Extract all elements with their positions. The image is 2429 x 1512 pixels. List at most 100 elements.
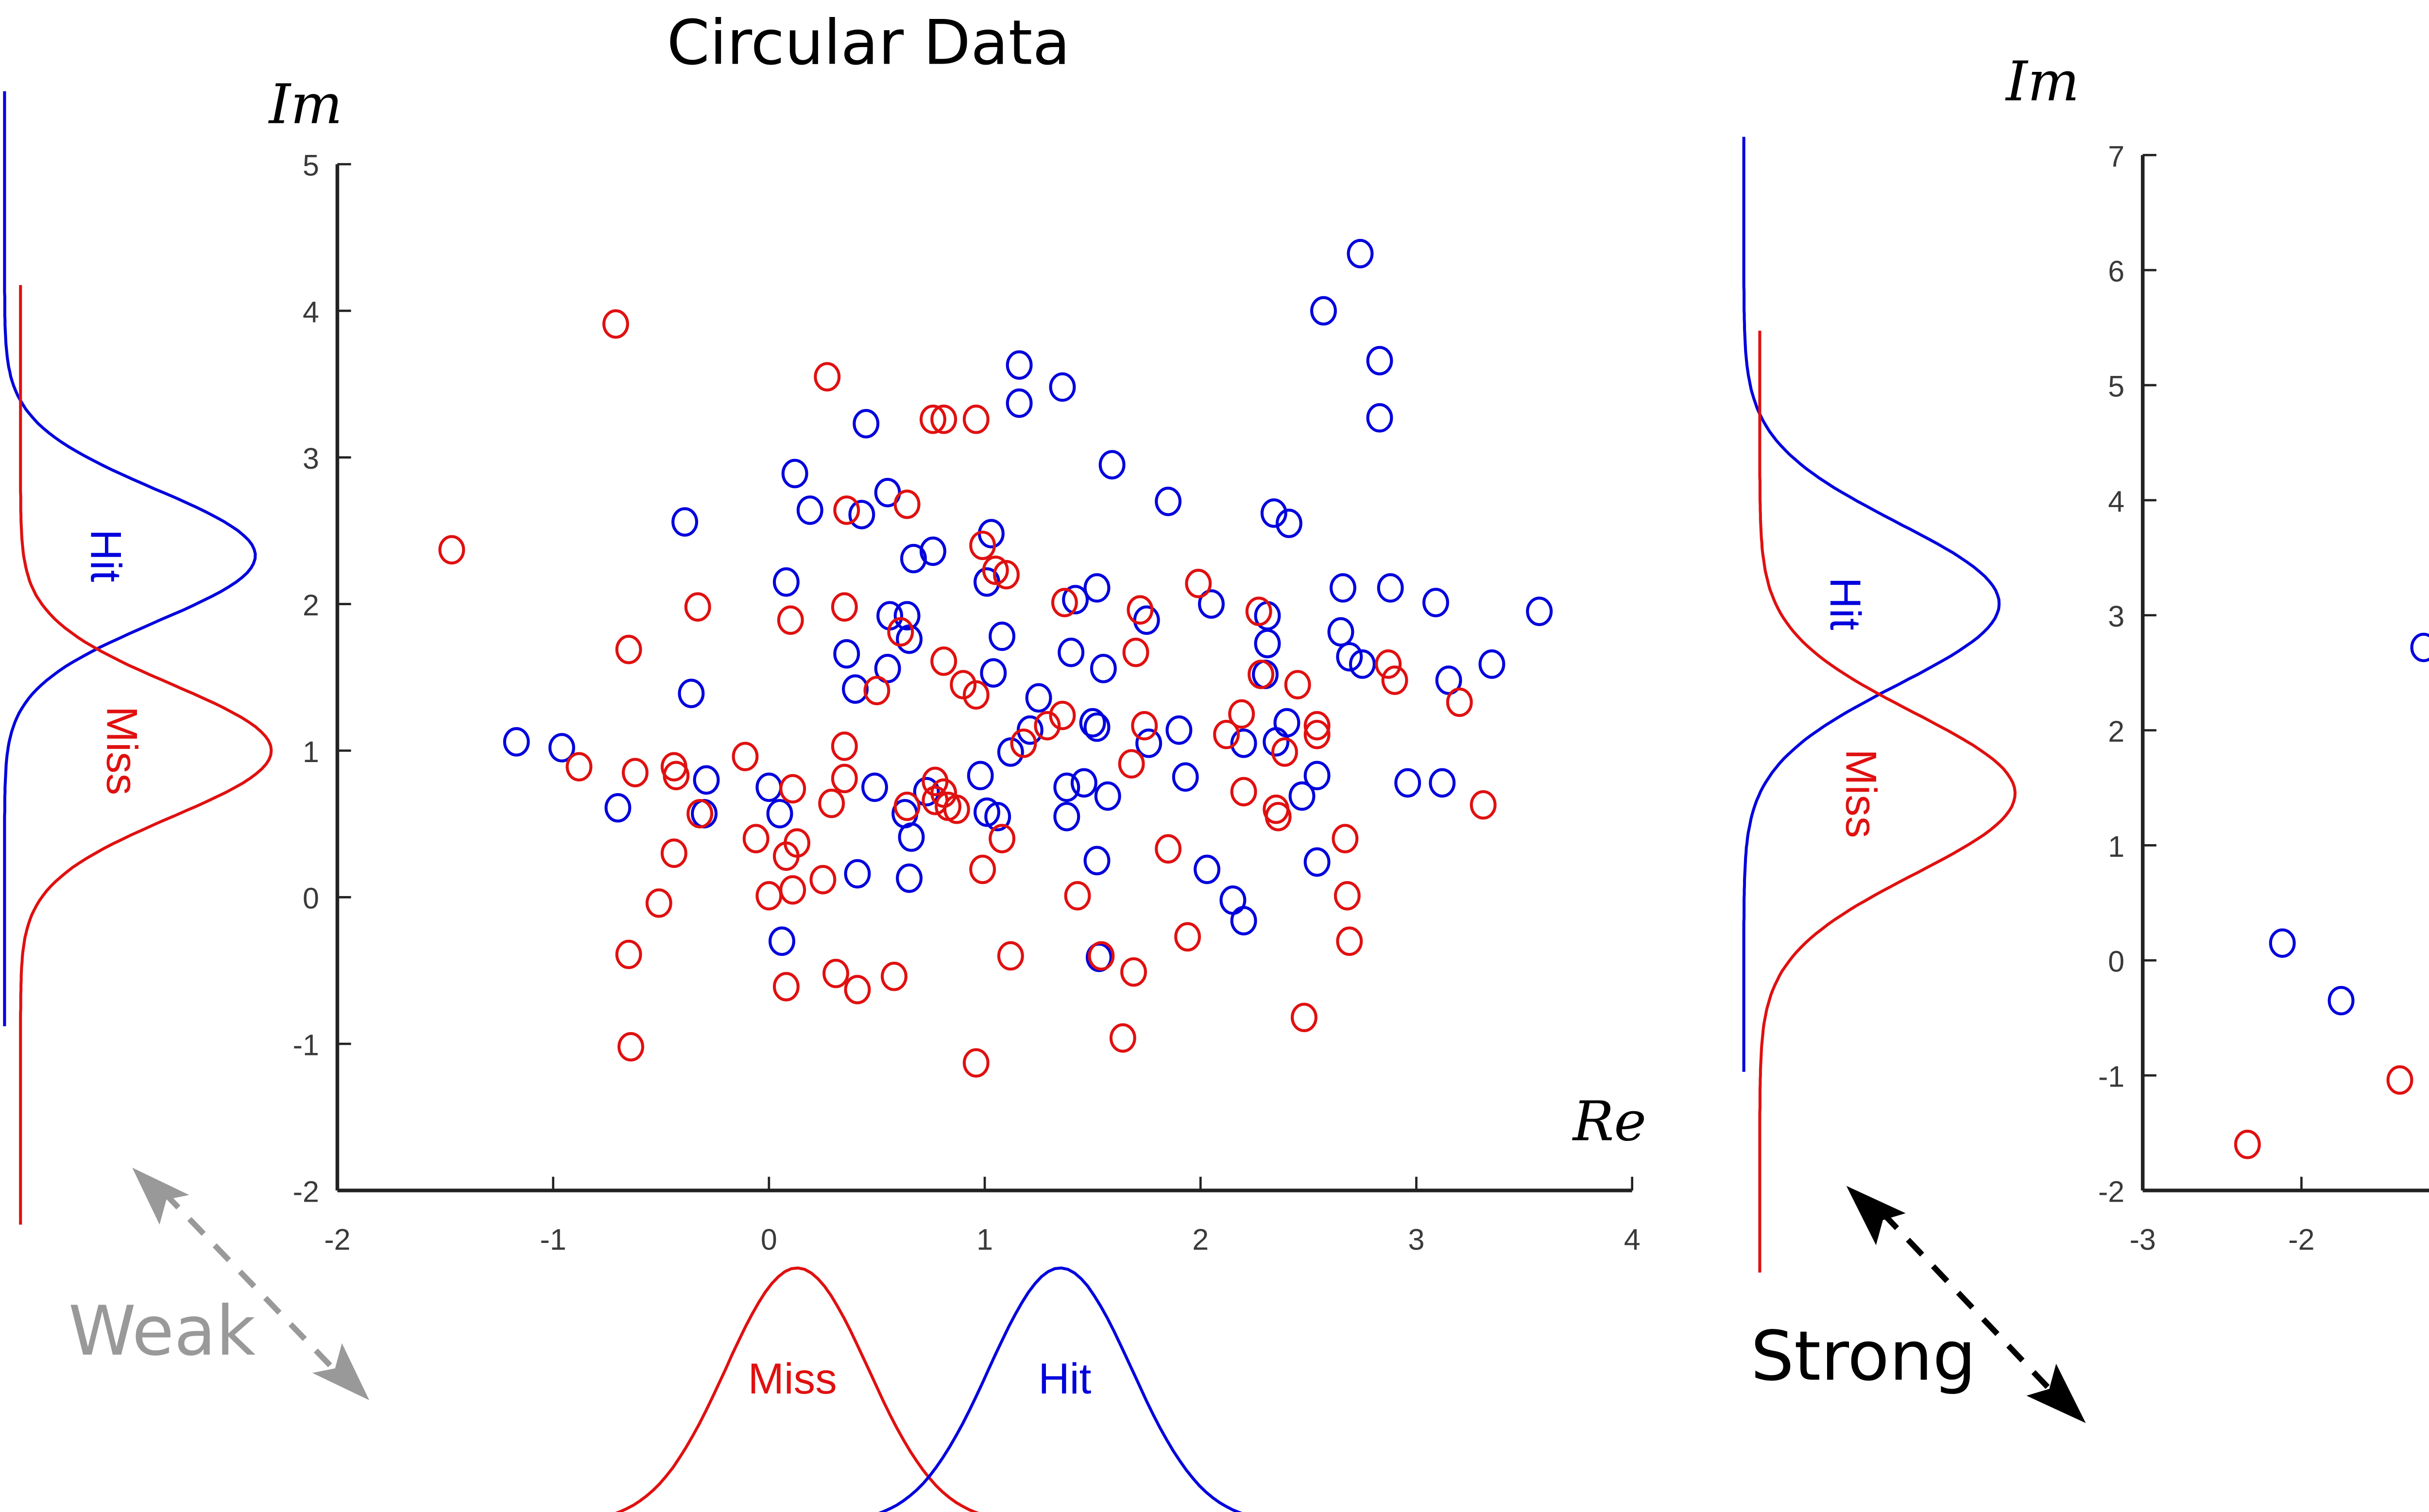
miss-point bbox=[893, 490, 921, 519]
x-tick-label: 2 bbox=[1192, 1223, 1209, 1256]
hit-point bbox=[874, 654, 901, 683]
miss-point bbox=[831, 764, 858, 794]
strong-correlation-arrow: Strong bbox=[1751, 1186, 2086, 1423]
miss-point bbox=[1230, 777, 1257, 807]
y-tick-label: -1 bbox=[293, 1029, 319, 1062]
hit-point bbox=[1347, 238, 1374, 269]
miss-point bbox=[1271, 737, 1298, 767]
hit-point bbox=[900, 544, 927, 574]
y-tick-label: 3 bbox=[2108, 600, 2124, 633]
miss-point bbox=[831, 592, 858, 622]
miss-point bbox=[622, 758, 649, 787]
miss-point bbox=[962, 1048, 990, 1078]
y-axis-label: Im bbox=[268, 72, 342, 136]
y-tick-label: 1 bbox=[2108, 830, 2124, 863]
hit-point bbox=[796, 495, 823, 525]
x-tick-label: 0 bbox=[761, 1223, 777, 1256]
hit-point bbox=[1070, 768, 1097, 798]
hit-point bbox=[1062, 585, 1089, 614]
miss-point bbox=[1265, 801, 1292, 832]
miss-point bbox=[784, 828, 811, 858]
miss-point bbox=[1336, 926, 1363, 956]
hit-point bbox=[755, 772, 783, 802]
miss-point bbox=[893, 791, 921, 821]
miss-point bbox=[1381, 665, 1408, 695]
hit-point bbox=[1366, 403, 1393, 433]
hit-point bbox=[1422, 588, 1449, 617]
weak-arrow-shaft bbox=[162, 1190, 340, 1375]
arrow-head-icon bbox=[312, 1343, 370, 1400]
hit-point bbox=[1083, 712, 1111, 742]
hit-point bbox=[1303, 847, 1331, 877]
miss-point bbox=[1049, 700, 1076, 731]
miss-point bbox=[887, 617, 914, 647]
miss-point bbox=[602, 309, 629, 339]
miss-point bbox=[922, 766, 949, 797]
noncircular-data-panel: Non-circular Data Im Re -3-2-1012345-2-1… bbox=[1742, 50, 2429, 1512]
miss-point bbox=[943, 794, 970, 824]
miss-point bbox=[660, 838, 687, 868]
hit-point bbox=[781, 459, 808, 489]
hit-point bbox=[1526, 596, 1553, 626]
x-tick-label: 3 bbox=[1408, 1223, 1424, 1256]
miss-point bbox=[1303, 711, 1331, 741]
x-tick-label: -3 bbox=[2130, 1223, 2156, 1256]
hit-re-distribution-curve bbox=[878, 1266, 1243, 1512]
miss-point bbox=[732, 742, 759, 771]
hit-point bbox=[1006, 388, 1033, 418]
miss-point bbox=[997, 941, 1024, 971]
hit-point bbox=[974, 797, 1000, 827]
miss-im-distribution-curve bbox=[1758, 330, 2017, 1273]
hit-point bbox=[853, 409, 880, 439]
hit-point bbox=[1079, 708, 1106, 738]
miss-point bbox=[969, 854, 996, 884]
hit-im-distribution-curve bbox=[3, 91, 257, 1026]
miss-point bbox=[617, 1032, 645, 1062]
hit-point bbox=[769, 926, 795, 956]
hit-point bbox=[1230, 906, 1257, 935]
hit-point bbox=[678, 679, 705, 708]
weak-correlation-arrow: Weak bbox=[68, 1168, 370, 1400]
hit-point bbox=[1090, 654, 1117, 683]
miss-point bbox=[969, 530, 996, 561]
miss-point bbox=[1185, 569, 1212, 598]
hit-point bbox=[693, 765, 720, 795]
miss-re-distribution-curve bbox=[615, 1266, 979, 1512]
hit-point bbox=[1135, 729, 1163, 758]
hit-point bbox=[967, 761, 994, 791]
hit-point bbox=[1219, 885, 1247, 915]
hit-im-distribution-curve bbox=[1742, 136, 2001, 1072]
x-tick-label: 4 bbox=[1624, 1223, 1641, 1256]
hit-point bbox=[1098, 450, 1126, 480]
miss-point bbox=[1375, 649, 1402, 679]
miss-point bbox=[755, 881, 783, 911]
hit-point bbox=[1377, 573, 1404, 603]
x-tick-label: -2 bbox=[324, 1223, 350, 1256]
hit-im-label: Hit bbox=[1821, 577, 1870, 630]
hit-point bbox=[2269, 928, 2296, 958]
miss-point bbox=[1213, 719, 1240, 749]
x-tick-label: -1 bbox=[540, 1223, 566, 1256]
miss-point bbox=[1155, 834, 1182, 864]
miss-point bbox=[1284, 670, 1311, 699]
hit-point bbox=[861, 772, 888, 802]
hit-point bbox=[766, 798, 793, 829]
hit-point bbox=[1329, 573, 1356, 603]
x-axis-label: Re bbox=[1572, 1089, 1646, 1154]
hit-point bbox=[848, 500, 875, 529]
hit-point bbox=[1254, 629, 1281, 659]
y-tick-label: 0 bbox=[2108, 945, 2124, 978]
hit-point bbox=[548, 733, 575, 763]
miss-point bbox=[686, 798, 714, 829]
miss-point bbox=[993, 560, 1020, 590]
miss-point bbox=[1332, 824, 1359, 853]
miss-re-label: Miss bbox=[748, 1354, 837, 1403]
miss-point bbox=[831, 731, 858, 761]
miss-point bbox=[844, 975, 871, 1004]
hit-point bbox=[1230, 729, 1257, 758]
y-tick-label: 4 bbox=[2108, 485, 2124, 518]
hit-point bbox=[1349, 649, 1376, 679]
hit-point bbox=[896, 863, 923, 893]
hit-point bbox=[1094, 781, 1121, 811]
